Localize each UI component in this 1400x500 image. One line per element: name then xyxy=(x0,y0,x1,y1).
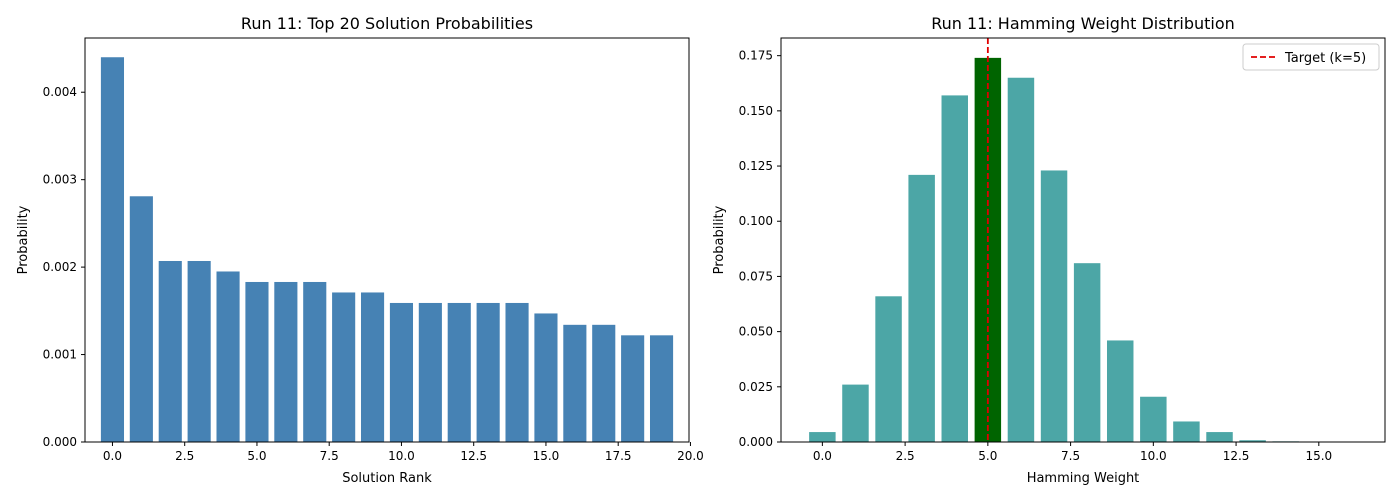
bar xyxy=(908,174,935,442)
x-tick-label: 5.0 xyxy=(247,449,266,463)
bar xyxy=(129,196,153,442)
legend-label: Target (k=5) xyxy=(1284,51,1366,66)
bar xyxy=(418,302,442,442)
legend: Target (k=5) xyxy=(1242,43,1380,71)
x-tick-label: 15.0 xyxy=(533,449,560,463)
bar xyxy=(245,281,269,442)
bar xyxy=(1073,263,1101,442)
y-tick-label: 0.175 xyxy=(739,49,773,63)
x-tick-label: 0.0 xyxy=(103,449,122,463)
bar xyxy=(1040,170,1068,442)
x-tick-label: 10.0 xyxy=(1140,449,1167,463)
x-tick-label: 7.5 xyxy=(320,449,339,463)
bar xyxy=(360,292,385,442)
x-tick-label: 0.0 xyxy=(813,449,832,463)
bar xyxy=(1106,340,1134,442)
y-tick-label: 0.000 xyxy=(43,435,77,449)
bar xyxy=(941,95,968,442)
bar xyxy=(809,432,836,442)
bar xyxy=(1239,440,1266,442)
bar xyxy=(1206,432,1233,442)
bar xyxy=(187,260,211,442)
x-tick-label: 20.0 xyxy=(677,449,704,463)
x-tick-label: 12.5 xyxy=(460,449,487,463)
y-tick-label: 0.004 xyxy=(43,85,77,99)
bar xyxy=(158,260,182,442)
x-tick-label: 2.5 xyxy=(896,449,915,463)
bar xyxy=(216,271,240,442)
x-axis-label: Solution Rank xyxy=(342,471,432,486)
bar xyxy=(447,302,471,442)
y-tick-label: 0.075 xyxy=(739,269,773,283)
x-tick-label: 10.0 xyxy=(388,449,415,463)
y-tick-label: 0.000 xyxy=(739,435,773,449)
y-tick-label: 0.002 xyxy=(43,260,77,274)
x-axis-label: Hamming Weight xyxy=(1027,471,1140,486)
bar xyxy=(621,335,645,442)
bar xyxy=(274,281,298,442)
y-axis-label: Probability xyxy=(712,205,727,274)
bar xyxy=(875,296,902,442)
x-tick-label: 15.0 xyxy=(1305,449,1332,463)
y-tick-label: 0.001 xyxy=(43,348,77,362)
solution-probabilities-panel: 0.0 2.5 5.0 7.5 10.0 12.5 15.0 17.5 20.0 0.000 0.0… xyxy=(16,14,704,486)
x-tick-label: 2.5 xyxy=(175,449,194,463)
bar xyxy=(563,324,587,442)
bar xyxy=(1007,77,1035,442)
axes-frame xyxy=(780,37,1386,443)
x-tick-label: 5.0 xyxy=(978,449,997,463)
bar xyxy=(303,281,327,442)
y-tick-label: 0.125 xyxy=(739,159,773,173)
bar xyxy=(1173,421,1200,442)
x-tick-label: 7.5 xyxy=(1061,449,1080,463)
x-tick-label: 12.5 xyxy=(1223,449,1250,463)
chart-title: Run 11: Top 20 Solution Probabilities xyxy=(241,14,533,33)
bar xyxy=(332,292,356,442)
bar xyxy=(1140,396,1167,442)
y-tick-label: 0.100 xyxy=(739,214,773,228)
axes-frame xyxy=(84,37,690,443)
y-tick-label: 0.050 xyxy=(739,325,773,339)
bar xyxy=(505,302,529,442)
bar xyxy=(100,57,125,442)
bar xyxy=(842,384,869,442)
y-axis-label: Probability xyxy=(16,205,31,274)
x-tick-label: 17.5 xyxy=(605,449,632,463)
bar xyxy=(389,302,414,442)
y-tick-label: 0.003 xyxy=(43,173,77,187)
y-tick-label: 0.025 xyxy=(739,380,773,394)
y-tick-label: 0.150 xyxy=(739,104,773,118)
bar xyxy=(592,324,616,442)
chart-title: Run 11: Hamming Weight Distribution xyxy=(931,14,1235,33)
bar xyxy=(649,335,674,442)
bar xyxy=(476,302,500,442)
legend-box xyxy=(1242,43,1380,71)
bar xyxy=(534,313,558,442)
hamming-weight-panel: 0.0 2.5 5.0 7.5 10.0 12.5 15.0 0.000 0.025 0.050 0… xyxy=(712,14,1386,486)
